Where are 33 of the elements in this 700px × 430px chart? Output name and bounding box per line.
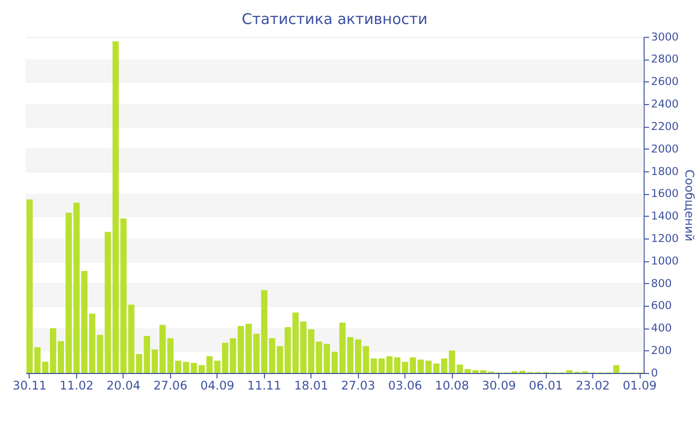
x-tick-label: 27.06 [153,378,188,392]
y-axis-title: Сообщений [682,170,697,242]
y-tick-label: 1800 [651,164,679,178]
x-tick-label: 06.01 [528,378,563,392]
y-tick-label: 2400 [651,98,679,111]
y-tick-label: 1200 [651,232,679,246]
y-tick-label: 2000 [651,142,679,156]
x-tick-label: 11.02 [60,378,94,392]
y-tick-label: 1600 [651,187,679,200]
x-tick-label: 23.02 [576,378,610,392]
x-tick-label: 27.03 [341,378,376,392]
y-tick-label: 3000 [651,30,679,44]
bar [26,199,33,374]
y-tick-label: 2800 [651,52,679,66]
y-tick-label: 1000 [651,254,679,268]
y-tick-label: 200 [651,344,672,358]
y-tick-label: 600 [651,299,672,312]
x-tick-label: 01.09 [622,378,657,392]
y-tick-label: 1400 [651,210,679,223]
y-tick-label: 400 [651,322,672,335]
chart-title: Статистика активности [242,11,428,28]
y-tick-label: 0 [651,366,658,380]
y-tick-label: 2600 [651,75,679,88]
x-tick-label: 04.09 [200,378,234,392]
x-tick-label: 10.08 [435,378,469,392]
x-tick-label: 18.01 [294,378,328,392]
x-tick-label: 11.11 [247,378,282,392]
x-tick-label: 03.06 [388,378,422,392]
x-tick-label: 30.09 [482,378,516,392]
y-tick-label: 800 [651,276,672,290]
y-tick-label: 2200 [651,120,679,133]
x-tick-label: 20.04 [106,378,140,392]
x-tick-label: 30.11 [12,378,47,392]
